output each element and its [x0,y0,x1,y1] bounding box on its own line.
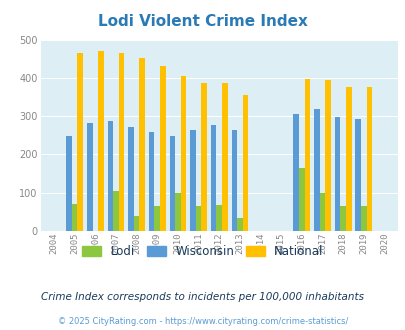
Bar [366,87,371,231]
Bar [139,58,145,231]
Bar [107,121,113,231]
Bar [242,95,247,231]
Bar [175,193,180,231]
Bar [195,206,201,231]
Text: Crime Index corresponds to incidents per 100,000 inhabitants: Crime Index corresponds to incidents per… [41,292,364,302]
Bar [149,132,154,231]
Bar [231,130,237,231]
Bar [324,80,330,231]
Bar [216,205,222,231]
Bar [87,123,92,231]
Bar [354,119,360,231]
Bar [160,66,165,231]
Bar [169,136,175,231]
Bar [128,127,134,231]
Bar [222,83,227,231]
Bar [154,206,160,231]
Bar [334,117,339,231]
Bar [98,51,103,231]
Bar [72,204,77,231]
Bar [113,191,119,231]
Bar [201,83,207,231]
Bar [319,193,324,231]
Bar [345,87,351,231]
Bar [119,53,124,231]
Bar [360,206,366,231]
Bar [298,168,304,231]
Text: © 2025 CityRating.com - https://www.cityrating.com/crime-statistics/: © 2025 CityRating.com - https://www.city… [58,317,347,326]
Bar [293,114,298,231]
Bar [313,109,319,231]
Text: Lodi Violent Crime Index: Lodi Violent Crime Index [98,14,307,29]
Legend: Lodi, Wisconsin, National: Lodi, Wisconsin, National [77,241,328,263]
Bar [180,76,186,231]
Bar [134,216,139,231]
Bar [77,53,83,231]
Bar [210,125,216,231]
Bar [339,206,345,231]
Bar [304,79,309,231]
Bar [66,136,72,231]
Bar [190,130,195,231]
Bar [237,217,242,231]
